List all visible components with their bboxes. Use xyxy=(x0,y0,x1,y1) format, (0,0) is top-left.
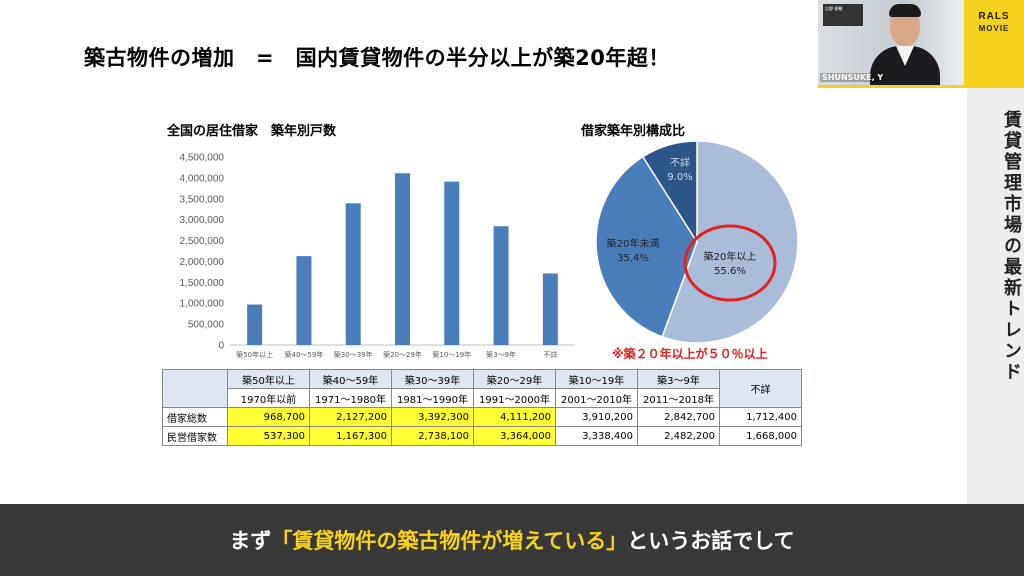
bar xyxy=(247,304,263,345)
bar xyxy=(296,256,312,345)
pie-chart-title: 借家築年別構成比 xyxy=(581,124,686,139)
table-header-row: 築50年以上 築40～59年 築30～39年 築20～29年 築10～19年 築… xyxy=(162,369,802,408)
table-header: 築40～59年 xyxy=(309,369,392,389)
x-tick-label: 築40～59年 xyxy=(285,350,324,359)
y-tick-label: 1,500,000 xyxy=(180,278,225,289)
table-subheader: 2001～2010年 xyxy=(555,388,638,408)
table-header: 築10～19年 xyxy=(555,369,638,389)
side-title: 賃貸管理市場の最新トレンド xyxy=(1001,110,1022,383)
presenter-name: SHUNSUKE, Y xyxy=(820,73,886,82)
table-cell: 3,364,000 xyxy=(473,426,556,446)
x-tick-label: 築3～9年 xyxy=(486,350,516,359)
table-cell: 2,842,700 xyxy=(637,407,720,427)
table-row: 借家総数 968,700 2,127,200 3,392,300 4,111,2… xyxy=(162,407,802,427)
y-tick-label: 4,500,000 xyxy=(180,153,225,164)
side-panel: 賃貸管理市場の最新トレンド xyxy=(967,88,1024,504)
table-subheader: 1970年以前 xyxy=(227,388,310,408)
y-tick-label: 2,000,000 xyxy=(180,257,225,268)
y-tick-label: 2,500,000 xyxy=(180,236,225,247)
bar-chart-title: 全国の居住借家 築年別戸数 xyxy=(167,124,337,139)
x-tick-label: 築50年以上 xyxy=(236,350,273,359)
x-tick-label: 不詳 xyxy=(543,350,557,359)
pie-slice-label: 築20年以上 xyxy=(704,250,757,263)
table-cell: 1,668,000 xyxy=(719,426,802,446)
table-corner xyxy=(162,369,228,408)
webcam-sign: 吉野 俊輔 xyxy=(823,4,863,26)
caption-post: というお話でして xyxy=(627,529,795,553)
table-cell: 1,712,400 xyxy=(719,407,802,427)
bar xyxy=(345,203,361,345)
table-cell: 968,700 xyxy=(227,407,310,427)
table-cell: 2,482,200 xyxy=(637,426,720,446)
table-cell: 4,111,200 xyxy=(473,407,556,427)
table-cell: 3,392,300 xyxy=(391,407,474,427)
y-tick-label: 3,000,000 xyxy=(180,215,225,226)
y-tick-label: 4,000,000 xyxy=(180,173,225,184)
table-header-row: 1970年以前 1971～1980年 1981～1990年 1991～2000年… xyxy=(163,388,802,408)
pie-chart: 築20年以上 55.6% 築20年未満 35.4% 不詳 9.0% xyxy=(595,140,799,344)
webcam-feed: 吉野 俊輔 SHUNSUKE, Y xyxy=(818,0,964,88)
table-header: 築3～9年 xyxy=(637,369,720,389)
table-cell: 3,910,200 xyxy=(555,407,638,427)
caption-pre: まず xyxy=(229,529,272,553)
bar-chart: 0 500,000 1,000,000 1,500,000 2,000,000 2,500… xyxy=(180,153,575,359)
pie-slice-pct: 35.4% xyxy=(617,253,649,264)
y-tick-label: 3,500,000 xyxy=(180,194,225,205)
table-subheader: 2011～2018年 xyxy=(637,388,720,408)
y-tick-label: 500,000 xyxy=(188,320,225,331)
table-cell: 3,338,400 xyxy=(555,426,638,446)
pie-slice xyxy=(661,140,799,344)
bar xyxy=(493,226,509,345)
y-tick-label: 0 xyxy=(218,341,224,352)
bar xyxy=(395,173,410,345)
brand-sub: MOVIE xyxy=(978,24,1010,33)
pie-slice-pct: 55.6% xyxy=(714,266,746,277)
row-label: 借家総数 xyxy=(162,407,228,427)
pie-slice xyxy=(641,140,698,245)
x-tick-label: 築20～29年 xyxy=(383,350,422,359)
x-tick-label: 築10～19年 xyxy=(432,350,471,359)
table-subheader: 1971～1980年 xyxy=(309,388,392,408)
table-header: 築50年以上 xyxy=(227,369,310,389)
bar xyxy=(444,181,460,345)
brand-name: RALS xyxy=(978,11,1010,22)
x-tick-label: 築30～39年 xyxy=(334,350,373,359)
pie-note: ※築２０年以上が５０％以上 xyxy=(612,347,768,361)
pie-slice-label: 築20年未満 xyxy=(607,237,660,250)
table-cell: 537,300 xyxy=(227,426,310,446)
pie-slice-pct: 9.0% xyxy=(667,172,692,183)
caption-highlight: 「賃貸物件の築古物件が増えている」 xyxy=(271,529,628,553)
table-header: 不詳 xyxy=(719,369,802,408)
table-row: 民営借家数 537,300 1,167,300 2,738,100 3,364,… xyxy=(162,426,802,446)
data-table: 築50年以上 築40～59年 築30～39年 築20～29年 築10～19年 築… xyxy=(162,369,802,446)
table-subheader: 1991～2000年 xyxy=(473,388,556,408)
bar xyxy=(542,273,558,345)
table-cell: 1,167,300 xyxy=(309,426,392,446)
table-header: 築20～29年 xyxy=(473,369,556,389)
row-label: 民営借家数 xyxy=(162,426,228,446)
slide-title: 築古物件の増加 = 国内賃貸物件の半分以上が築20年超！ xyxy=(84,46,670,70)
pie-slice xyxy=(595,155,698,338)
table-cell: 2,738,100 xyxy=(391,426,474,446)
table-subheader: 1981～1990年 xyxy=(391,388,474,408)
brand-logo: RALS MOVIE xyxy=(964,0,1024,88)
pie-slice-label: 不詳 xyxy=(670,156,690,169)
subtitle-caption: まず 「賃貸物件の築古物件が増えている」 というお話でして xyxy=(0,504,1024,576)
table-header: 築30～39年 xyxy=(391,369,474,389)
y-tick-label: 1,000,000 xyxy=(180,299,225,310)
table-cell: 2,127,200 xyxy=(309,407,392,427)
highlight-circle xyxy=(683,224,777,302)
